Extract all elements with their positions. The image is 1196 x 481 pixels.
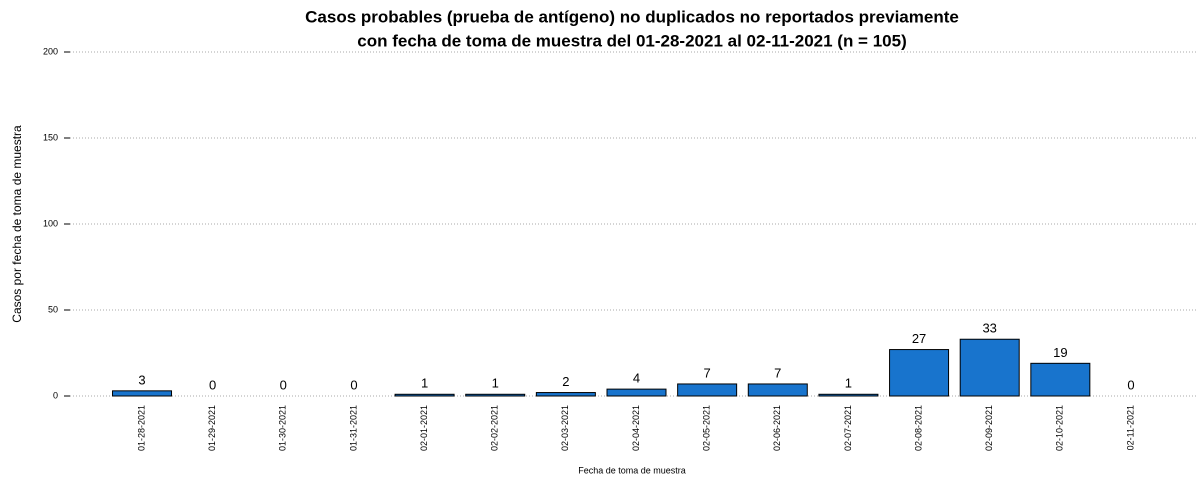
data-label: 1 xyxy=(845,376,852,391)
bar xyxy=(465,393,526,397)
data-label: 7 xyxy=(704,365,711,380)
bar xyxy=(394,393,455,397)
x-tick-label: 02-05-2021 xyxy=(702,405,712,451)
y-tick-label: 200 xyxy=(43,46,58,56)
x-tick-label: 02-10-2021 xyxy=(1055,405,1065,451)
data-label: 2 xyxy=(562,374,569,389)
x-axis-label: Fecha de toma de muestra xyxy=(578,465,686,475)
y-tick-label: 100 xyxy=(43,218,58,228)
data-label: 33 xyxy=(982,321,996,336)
bar xyxy=(818,393,879,397)
chart-title: con fecha de toma de muestra del 01-28-2… xyxy=(357,31,906,50)
x-tick-label: 02-03-2021 xyxy=(560,405,570,451)
bar xyxy=(747,383,808,397)
data-label: 4 xyxy=(633,371,640,386)
bar xyxy=(959,338,1020,397)
x-tick-label: 01-30-2021 xyxy=(278,405,288,451)
data-label: 0 xyxy=(280,377,287,392)
data-label: 0 xyxy=(209,377,216,392)
x-tick-label: 01-31-2021 xyxy=(348,405,358,451)
x-tick-label: 02-02-2021 xyxy=(490,405,500,451)
y-tick-label: 50 xyxy=(48,304,58,314)
data-label: 1 xyxy=(421,376,428,391)
bar xyxy=(535,392,596,397)
x-tick-label: 02-07-2021 xyxy=(843,405,853,451)
x-tick-label: 01-28-2021 xyxy=(136,405,146,451)
y-axis-label: Casos por fecha de toma de muestra xyxy=(10,125,24,323)
data-label: 7 xyxy=(774,365,781,380)
x-tick-label: 02-11-2021 xyxy=(1125,405,1135,450)
bar xyxy=(112,390,173,397)
data-label: 1 xyxy=(492,376,499,391)
y-tick-label: 150 xyxy=(43,132,58,142)
chart-title: Casos probables (prueba de antígeno) no … xyxy=(305,7,959,26)
y-tick-label: 0 xyxy=(53,390,58,400)
x-tick-label: 01-29-2021 xyxy=(207,405,217,451)
data-label: 3 xyxy=(138,372,145,387)
data-label: 0 xyxy=(1127,377,1134,392)
x-tick-label: 02-04-2021 xyxy=(631,405,641,451)
data-label: 19 xyxy=(1053,345,1067,360)
data-label: 27 xyxy=(912,331,926,346)
x-tick-label: 02-08-2021 xyxy=(913,405,923,451)
bar xyxy=(1030,362,1091,397)
bar xyxy=(606,388,667,397)
x-tick-label: 02-09-2021 xyxy=(984,405,994,451)
bar xyxy=(677,383,738,397)
x-tick-label: 02-06-2021 xyxy=(772,405,782,451)
x-tick-label: 02-01-2021 xyxy=(419,405,429,451)
data-label: 0 xyxy=(350,377,357,392)
bar xyxy=(889,349,950,397)
